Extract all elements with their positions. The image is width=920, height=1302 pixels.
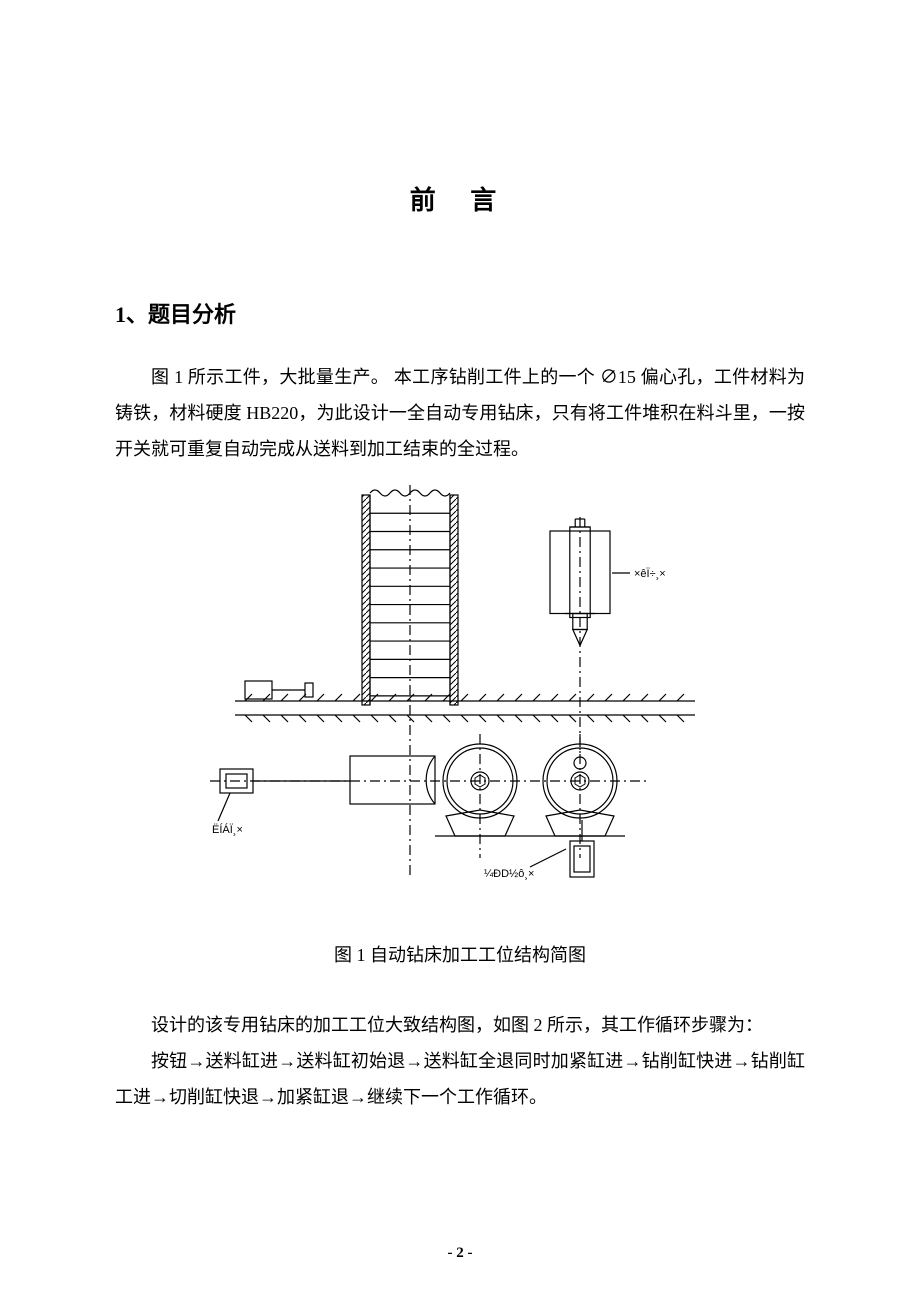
figure-caption: 图 1 自动钻床加工工位结构简图	[115, 941, 805, 967]
section-heading: 1、题目分析	[115, 297, 805, 329]
page-title: 前 言	[115, 180, 805, 217]
svg-text:¼ÐD½ô¸×: ¼ÐD½ô¸×	[484, 868, 534, 880]
schematic-diagram-icon: ×êÏ÷¸× ËÍÁÏ¸× ¼ÐD½ô¸×	[180, 481, 740, 901]
page-number: - 2 -	[0, 1245, 920, 1262]
paragraph-3: 按钮→送料缸进→送料缸初始退→送料缸全退同时加紧缸进→钻削缸快进→钻削缸工进→切…	[115, 1043, 805, 1115]
paragraph-1: 图 1 所示工件，大批量生产。 本工序钻削工件上的一个 ∅15 偏心孔，工件材料…	[115, 359, 805, 467]
paragraph-2: 设计的该专用钻床的加工工位大致结构图，如图 2 所示，其工作循环步骤为：	[115, 1007, 805, 1043]
document-page: 前 言 1、题目分析 图 1 所示工件，大批量生产。 本工序钻削工件上的一个 ∅…	[0, 0, 920, 1302]
figure-1: ×êÏ÷¸× ËÍÁÏ¸× ¼ÐD½ô¸×	[115, 481, 805, 901]
svg-text:×êÏ÷¸×: ×êÏ÷¸×	[634, 568, 666, 580]
svg-text:ËÍÁÏ¸×: ËÍÁÏ¸×	[212, 823, 243, 836]
